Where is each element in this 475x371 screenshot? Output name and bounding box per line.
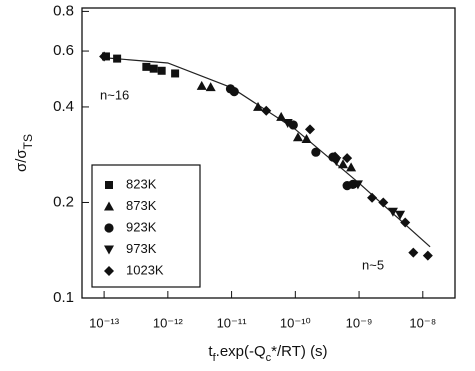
data-point <box>311 147 321 157</box>
x-tick-label: 10⁻⁹ <box>346 315 373 330</box>
legend-marker <box>104 201 114 211</box>
data-point <box>282 118 293 128</box>
legend-label: 973K <box>126 241 157 256</box>
data-point <box>400 217 411 228</box>
x-label-part: f <box>213 352 217 364</box>
legend-marker <box>104 223 114 233</box>
data-point <box>261 105 272 116</box>
data-point <box>113 54 122 63</box>
x-axis-label: tf.exp(-Qc*/RT) (s) <box>208 343 327 364</box>
y-tick-label: 0.2 <box>53 193 74 210</box>
data-point <box>378 197 389 208</box>
data-point <box>352 180 363 190</box>
data-point <box>367 192 378 203</box>
data-point <box>171 69 180 78</box>
legend-label: 823K <box>126 176 157 191</box>
data-point <box>342 153 353 164</box>
data-point <box>338 159 349 169</box>
data-point <box>196 80 207 90</box>
data-point <box>99 51 110 62</box>
x-tick-label: 10⁻¹³ <box>89 315 120 330</box>
y-label-part: σ/σ <box>13 149 30 172</box>
data-point <box>142 62 151 71</box>
legend-marker <box>105 181 113 189</box>
legend-label: 1023K <box>126 262 164 277</box>
x-label-part: */RT) (s) <box>271 343 327 360</box>
data-point <box>330 151 341 162</box>
data-point <box>205 82 216 92</box>
x-label-part: t <box>208 343 213 360</box>
data-point <box>288 120 298 130</box>
data-point <box>346 162 357 172</box>
data-point <box>292 132 303 142</box>
data-point <box>301 133 312 143</box>
data-point <box>149 64 158 73</box>
data-point <box>422 250 433 261</box>
data-point <box>229 87 239 97</box>
x-label-part: .exp(-Q <box>216 343 266 360</box>
legend-label: 923K <box>126 219 157 234</box>
fit-line <box>109 57 431 248</box>
data-point <box>276 111 287 121</box>
y-axis-label: σ/σTS <box>13 134 35 172</box>
annotation: n~16 <box>100 87 129 102</box>
legend-marker <box>104 245 114 255</box>
legend-label: 873K <box>126 198 157 213</box>
plot-frame <box>81 7 456 299</box>
data-point <box>408 247 419 258</box>
x-tick-label: 10⁻¹⁰ <box>280 315 311 330</box>
data-point <box>305 124 316 135</box>
data-point <box>253 101 264 111</box>
data-point <box>387 207 398 217</box>
y-label-part: TS <box>21 134 35 149</box>
y-tick-label: 0.4 <box>53 98 74 115</box>
data-point <box>157 66 166 75</box>
x-tick-label: 10⁻¹¹ <box>217 315 248 330</box>
y-tick-label: 0.1 <box>53 289 74 306</box>
y-tick-label: 0.6 <box>53 42 74 59</box>
x-label-part: c <box>266 352 272 364</box>
x-tick-label: 10⁻¹² <box>153 315 184 330</box>
data-point <box>395 210 406 220</box>
x-tick-label: 10⁻⁸ <box>409 315 436 330</box>
legend-marker <box>104 266 114 276</box>
y-tick-label: 0.8 <box>53 2 74 19</box>
annotation: n~5 <box>362 257 384 272</box>
